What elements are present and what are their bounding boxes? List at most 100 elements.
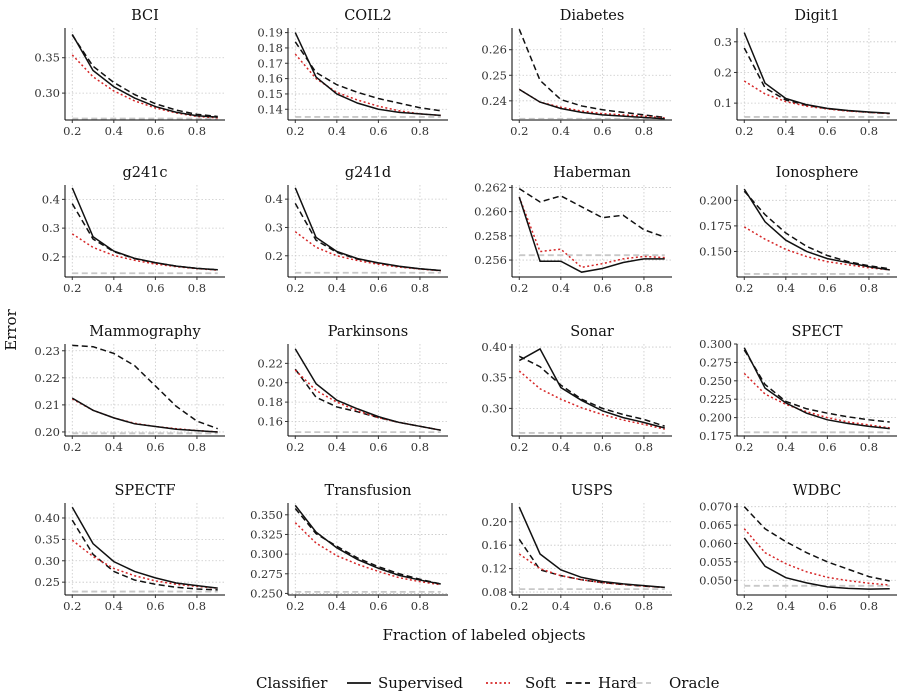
- y-tick-label: 0.40: [481, 340, 507, 354]
- x-tick-label: 0.2: [735, 281, 753, 295]
- x-tick-label: 0.8: [635, 599, 653, 613]
- x-tick-label: 0.2: [510, 281, 528, 295]
- x-tick-label: 0.6: [818, 281, 836, 295]
- series-line-supervised: [294, 504, 441, 585]
- y-tick-label: 0.3: [42, 221, 60, 235]
- x-tick-label: 0.6: [369, 599, 387, 613]
- y-tick-label: 0.19: [257, 26, 283, 40]
- y-tick-label: 0.256: [474, 253, 507, 267]
- y-tick-label: 0.3: [265, 220, 283, 234]
- panel-title: COIL2: [344, 8, 392, 24]
- x-tick-label: 0.8: [411, 281, 429, 295]
- y-tick-label: 0.300: [699, 337, 732, 351]
- y-tick-label: 0.2: [42, 250, 60, 264]
- x-tick-label: 0.6: [593, 124, 611, 138]
- series-line-hard: [294, 508, 441, 585]
- x-tick-label: 0.6: [818, 599, 836, 613]
- panel-haberman: Haberman 0.2 0.4 0.6 0.8 0.256 0.258 0.260 0.262: [474, 165, 672, 295]
- series-line-hard: [72, 344, 218, 430]
- x-tick-label: 0.8: [635, 124, 653, 138]
- x-tick-label: 0.4: [105, 599, 123, 613]
- panel-ionosphere: Ionosphere 0.2 0.4 0.6 0.8 0.150 0.175 0.200: [699, 165, 897, 295]
- x-tick-label: 0.4: [552, 124, 570, 138]
- x-tick-label: 0.2: [63, 599, 81, 613]
- y-tick-label: 0.35: [481, 371, 507, 385]
- y-tick-label: 0.35: [34, 51, 60, 65]
- series-line-hard: [518, 355, 665, 427]
- panel-diabetes: Diabetes 0.2 0.4 0.6 0.8 0.24 0.25 0.26: [481, 8, 672, 138]
- x-tick-label: 0.6: [593, 281, 611, 295]
- y-tick-label: 0.258: [474, 229, 507, 243]
- x-tick-label: 0.6: [146, 440, 164, 454]
- x-tick-label: 0.6: [818, 124, 836, 138]
- x-axis-title: Fraction of labeled objects: [382, 626, 585, 644]
- y-tick-label: 0.30: [34, 86, 60, 100]
- series-line-hard: [518, 187, 665, 238]
- x-tick-label: 0.8: [411, 124, 429, 138]
- y-tick-label: 0.2: [265, 249, 283, 263]
- legend: Classifier Supervised Soft Hard Oracle: [256, 674, 720, 692]
- series-line-soft: [71, 539, 218, 589]
- x-tick-label: 0.2: [735, 440, 753, 454]
- legend-label-oracle: Oracle: [669, 674, 720, 692]
- y-tick-label: 0.262: [474, 180, 507, 194]
- y-tick-label: 0.25: [481, 68, 507, 82]
- series-line-supervised: [71, 33, 218, 118]
- y-tick-label: 0.16: [481, 538, 507, 552]
- series-line-supervised: [71, 187, 218, 271]
- x-tick-label: 0.6: [369, 440, 387, 454]
- y-tick-label: 0.4: [265, 192, 283, 206]
- panel-wdbc: WDBC 0.2 0.4 0.6 0.8 0.050 0.055 0.060 0.065 0.07…: [699, 483, 897, 613]
- y-tick-label: 0.250: [699, 374, 732, 388]
- series-line-supervised: [71, 506, 218, 589]
- x-tick-label: 0.2: [510, 599, 528, 613]
- x-tick-label: 0.4: [328, 440, 346, 454]
- y-tick-label: 0.18: [257, 41, 283, 55]
- x-tick-label: 0.8: [188, 281, 206, 295]
- x-tick-label: 0.6: [593, 599, 611, 613]
- y-tick-label: 0.08: [481, 585, 507, 599]
- x-tick-label: 0.6: [146, 124, 164, 138]
- legend-label-hard: Hard: [598, 674, 637, 692]
- x-tick-label: 0.4: [328, 124, 346, 138]
- y-tick-label: 0.055: [699, 555, 732, 569]
- series-line-supervised: [294, 32, 441, 117]
- series-line-supervised: [743, 32, 890, 114]
- series-line-supervised: [294, 187, 441, 272]
- y-tick-label: 0.20: [34, 425, 60, 439]
- y-tick-label: 0.20: [481, 515, 507, 529]
- x-tick-label: 0.4: [105, 281, 123, 295]
- y-tick-label: 0.20: [257, 376, 283, 390]
- series-line-hard: [294, 41, 441, 112]
- series-line-supervised: [743, 537, 890, 590]
- x-tick-label: 0.4: [328, 599, 346, 613]
- series-line-supervised: [294, 348, 441, 431]
- series-line-hard: [743, 506, 890, 582]
- y-tick-label: 0.350: [250, 508, 283, 522]
- y-tick-label: 0.26: [481, 43, 507, 57]
- panel-sonar: Sonar 0.2 0.4 0.6 0.8 0.30 0.35 0.40: [481, 324, 672, 454]
- panel-bci: BCI 0.2 0.4 0.6 0.8 0.30 0.35: [34, 8, 225, 138]
- panel-title: USPS: [571, 483, 613, 499]
- y-tick-label: 0.200: [699, 411, 732, 425]
- y-tick-label: 0.16: [257, 72, 283, 86]
- series-line-soft: [743, 226, 890, 271]
- y-tick-label: 0.16: [257, 414, 283, 428]
- panel-spect: SPECT 0.2 0.4 0.6 0.8 0.175 0.200 0.225 0.250 0.2…: [699, 324, 897, 454]
- panel-coil2: COIL2 0.2 0.4 0.6 0.8 0.140.150.16 0.170.180.1…: [257, 8, 448, 138]
- y-tick-label: 0.12: [481, 562, 507, 576]
- y-tick-label: 0.060: [699, 536, 732, 550]
- x-tick-label: 0.2: [63, 440, 81, 454]
- x-tick-label: 0.8: [411, 440, 429, 454]
- x-tick-label: 0.4: [552, 281, 570, 295]
- y-tick-label: 0.14: [257, 102, 283, 116]
- series-line-hard: [71, 519, 218, 591]
- series-line-soft: [518, 370, 665, 430]
- series-line-soft: [743, 80, 890, 115]
- panel-mammography: Mammography 0.2 0.4 0.6 0.8 0.20 0.21 0.22 0.23: [34, 324, 225, 454]
- x-tick-label: 0.4: [552, 599, 570, 613]
- series-line-hard: [743, 47, 890, 115]
- series-line-soft: [71, 54, 218, 119]
- y-tick-label: 0.30: [481, 401, 507, 415]
